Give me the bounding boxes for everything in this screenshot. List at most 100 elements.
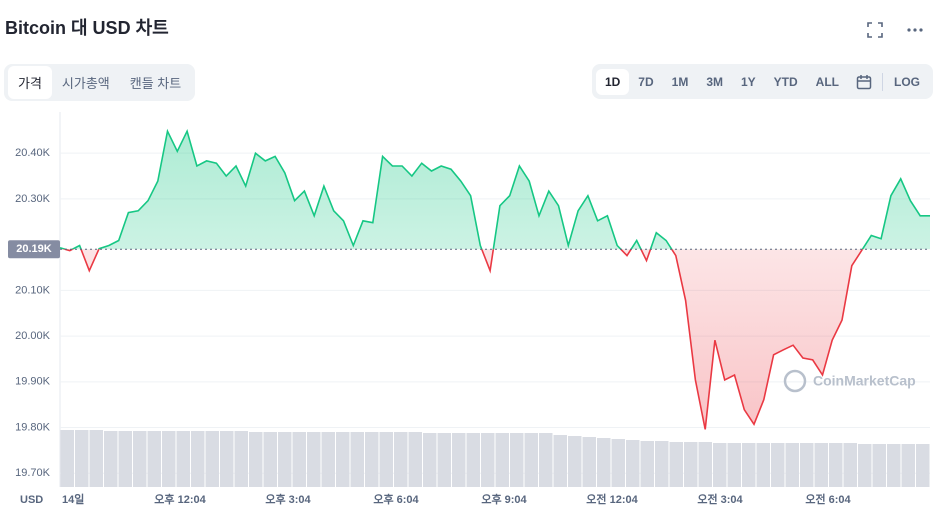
volume-bar [858,444,872,487]
range-button[interactable]: 3M [706,74,723,89]
tab[interactable]: 시가총액 [61,76,110,91]
volume-bar [495,433,509,487]
volume-bar [800,443,814,487]
volume-bar [669,442,683,487]
volume-bar [365,432,379,487]
volume-bar [292,432,306,487]
volume-bar [901,444,915,487]
volume-bar [263,432,277,487]
volume-bar [437,433,451,487]
y-tick-label: 20.00K [15,330,51,342]
volume-bar [568,436,582,487]
volume-bar [481,433,495,487]
baseline-label: 20.19K [16,243,52,255]
range-buttons: 1D 7D 1M 3M 1Y YTD ALL LOG [591,64,933,99]
calendar-icon[interactable] [848,74,880,90]
more-icon[interactable] [907,22,923,38]
price-line-up [59,128,930,250]
toolbar-icons [867,22,923,38]
volume-bar [234,431,248,487]
range-button[interactable]: 7D [638,74,654,89]
volume-bar [582,437,596,487]
tab[interactable]: 캔들 차트 [129,76,182,91]
range-button[interactable]: 1Y [740,74,756,89]
tab[interactable]: 가격 [8,66,52,99]
volume-bar [655,441,669,487]
volume-bar [727,443,741,487]
separator [882,72,883,91]
x-tick-label: 오후 6:04 [373,492,419,506]
price-line-down [61,249,864,430]
chart-title: Bitcoin 대 USD 차트 [5,18,169,38]
volume-bar [698,442,712,487]
volume-bar [510,433,524,487]
area-up [60,131,930,250]
volume-bar [205,431,219,487]
volume-bar [843,443,857,487]
volume-bar [249,432,263,487]
volume-bar [872,444,886,487]
baseline-label-box [8,240,60,259]
volume-bar [321,432,335,487]
volume-bar [887,444,901,487]
volume-bar [147,431,161,487]
x-tick-label: 오후 3:04 [265,492,311,506]
x-tick-label: 오전 12:04 [586,492,638,506]
log-button[interactable]: LOG [894,74,920,89]
x-tick-label: 오후 12:04 [154,492,206,506]
volume-bar [640,441,654,487]
volume-bar [771,443,785,487]
volume-bar [379,432,393,487]
area-down [64,249,863,430]
volume-bar [162,431,176,487]
volume-bar [626,440,640,487]
volume-bar [597,438,611,487]
range-button[interactable]: YTD [773,74,798,89]
volume-bar [60,430,74,487]
volume-bar [539,433,553,487]
volume-bar [452,433,466,487]
y-tick-label: 19.70K [15,467,51,479]
volume-bar [191,431,205,487]
volume-bar [220,431,234,487]
x-tick-label: 오후 9:04 [481,492,527,506]
volume-bar [307,432,321,487]
volume-bar [394,432,408,487]
volume-bar [133,431,147,487]
y-tick-label: 19.80K [15,421,51,433]
volume-bar [118,431,132,487]
volume-bar [814,443,828,487]
volume-bar [350,432,364,487]
volume-bar [756,443,770,487]
watermark-logo [783,369,807,393]
y-tick-label: 20.40K [15,147,51,159]
volume-bar [713,443,727,487]
fullscreen-icon[interactable] [867,22,883,38]
x-tick-label: 오전 6:04 [805,492,851,506]
volume-bar [785,443,799,487]
y-tick-label: 20.30K [15,193,51,205]
range-button[interactable]: 1D [595,68,630,95]
y-tick-label: 19.90K [15,376,51,388]
view-tabs: 가격 시가총액 캔들 차트 [4,64,196,101]
x-tick-label: 14일 [62,492,84,506]
y-tick-label: 20.10K [15,284,51,296]
volume-bar [742,443,756,487]
y-axis-label: USD [20,494,43,506]
volume-bar [75,430,89,487]
watermark: CoinMarketCap [813,373,916,389]
volume-bar [104,431,118,487]
volume-bar [684,442,698,487]
volume-bar [336,432,350,487]
volume-bar [466,433,480,487]
x-tick-label: 오전 3:04 [697,492,743,506]
volume-bar [553,435,567,487]
volume-bar [423,433,437,487]
volume-bar [176,431,190,487]
volume-bar [408,432,422,487]
volume-bar [89,430,103,487]
volume-bar [278,432,292,487]
range-button[interactable]: 1M [671,74,689,89]
range-button[interactable]: ALL [815,74,839,89]
